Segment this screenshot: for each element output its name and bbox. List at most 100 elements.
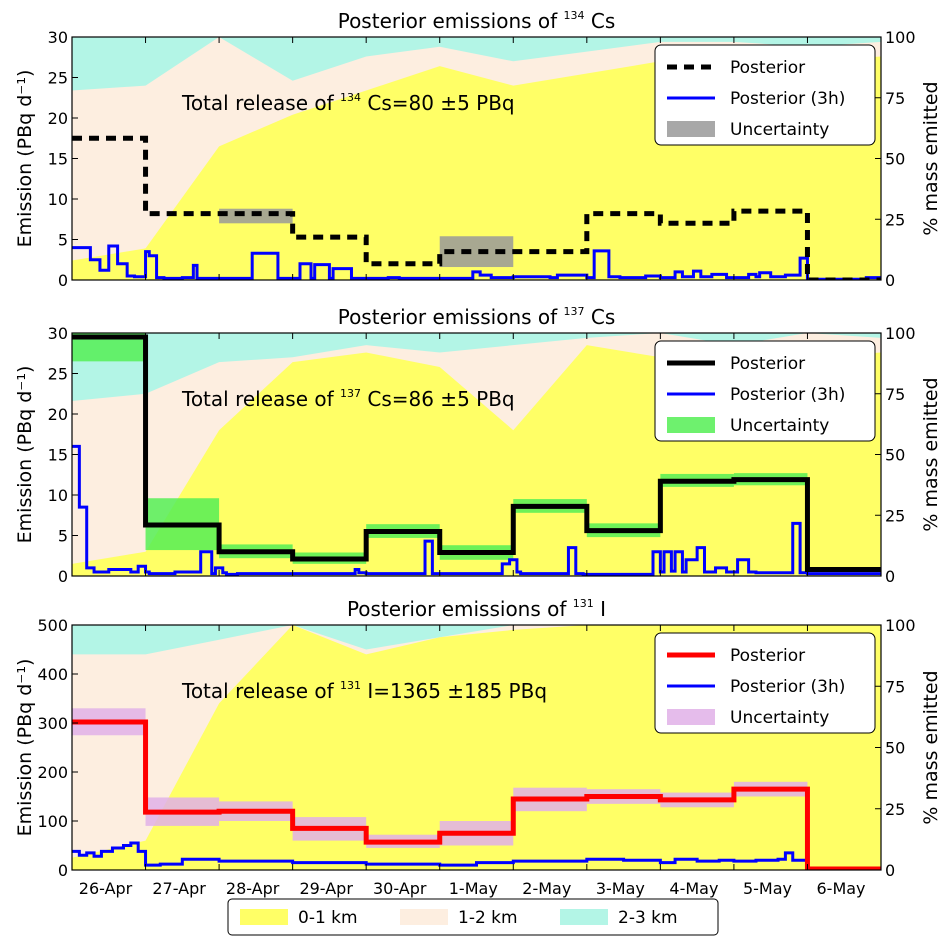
y-tick-label: 15 [48, 150, 68, 169]
legend-label: Uncertainty [730, 416, 829, 436]
y-tick-label: 200 [37, 763, 68, 782]
altitude-legend-swatch [400, 909, 448, 925]
x-tick-label: 1-May [449, 879, 498, 898]
y-tick-label: 25 [48, 365, 68, 384]
panel-title: Posterior emissions of 134 Cs [338, 9, 616, 33]
y-right-tick-label: 0 [885, 271, 895, 290]
panel-title-suffix: I [594, 597, 606, 621]
posterior-3h-line [72, 841, 881, 870]
panel-title-prefix: Posterior emissions of [338, 305, 564, 329]
legend: Posterior Posterior (3h) Uncertainty [654, 44, 876, 146]
panel-title-prefix: Posterior emissions of [338, 9, 564, 33]
y-right-tick-label: 75 [885, 89, 905, 108]
panel-title-suffix: Cs [585, 305, 616, 329]
y-tick-label: 400 [37, 665, 68, 684]
x-tick-label: 2-May [522, 879, 571, 898]
altitude-legend-label: 0-1 km [298, 908, 358, 928]
y-tick-label: 30 [48, 28, 68, 47]
panel-title-superscript: 134 [564, 9, 585, 22]
y-axis-label: Emission (PBq d⁻¹) [14, 366, 36, 544]
altitude-legend-box [227, 898, 719, 936]
y-axis-label: Emission (PBq d⁻¹) [14, 659, 36, 837]
y-right-tick-label: 100 [885, 616, 916, 635]
posterior-3h-line [72, 444, 881, 576]
panel-title-superscript: 137 [564, 305, 585, 318]
panel-title-superscript: 131 [573, 597, 594, 610]
plot-area [72, 625, 881, 870]
legend-label: Uncertainty [730, 120, 829, 140]
panel-title: Posterior emissions of 131 I [347, 597, 606, 621]
y-axis-label: Emission (PBq d⁻¹) [14, 70, 36, 248]
y-tick-label: 10 [48, 190, 68, 209]
y-tick-label: 30 [48, 324, 68, 343]
altitude-legend-swatch [240, 909, 288, 925]
legend-label: Posterior (3h) [730, 677, 845, 697]
posterior-line [72, 719, 881, 870]
y-tick-label: 10 [48, 486, 68, 505]
total-release-annotation: Total release of 137 Cs=86 ±5 PBq [181, 387, 515, 411]
y-right-tick-label: 75 [885, 385, 905, 404]
y-tick-label: 5 [58, 231, 68, 250]
altitude-legend-label: 2-3 km [618, 908, 678, 928]
posterior-3h-line [72, 244, 881, 280]
altitude-legend-swatch [560, 909, 608, 925]
total-release-annotation-suffix: Cs=86 ±5 PBq [361, 387, 515, 411]
total-release-annotation-suffix: Cs=80 ±5 PBq [361, 91, 515, 115]
total-release-annotation-prefix: Total release of [181, 387, 340, 411]
legend-uncertainty-swatch [667, 417, 715, 433]
panel-title-prefix: Posterior emissions of [347, 597, 573, 621]
y-right-tick-label: 0 [885, 861, 895, 880]
chart-panel-1: 0 5 10 15 20 25 30 0 25 50 75 100 Posterior emission… [14, 9, 942, 290]
y-right-axis-label: % mass emitted [920, 670, 942, 824]
y-tick-label: 0 [58, 271, 68, 290]
total-release-annotation-prefix: Total release of [181, 679, 340, 703]
legend-label: Uncertainty [730, 708, 829, 728]
legend-box [654, 44, 876, 146]
y-tick-label: 100 [37, 812, 68, 831]
total-release-annotation-superscript: 131 [340, 679, 361, 692]
chart-panel-2: 0 5 10 15 20 25 30 0 25 50 75 100 Posterior emission… [14, 305, 942, 586]
y-right-tick-label: 50 [885, 150, 905, 169]
y-right-tick-label: 25 [885, 210, 905, 229]
y-tick-label: 15 [48, 446, 68, 465]
posterior-line [72, 334, 881, 573]
x-tick-label: 29-Apr [299, 879, 353, 898]
total-release-annotation: Total release of 131 I=1365 ±185 PBq [181, 679, 547, 703]
y-tick-label: 300 [37, 714, 68, 733]
total-release-annotation: Total release of 134 Cs=80 ±5 PBq [181, 91, 515, 115]
legend-label: Posterior [730, 58, 805, 78]
legend: Posterior Posterior (3h) Uncertainty [654, 340, 876, 442]
legend-label: Posterior (3h) [730, 89, 845, 109]
y-right-tick-label: 75 [885, 677, 905, 696]
y-tick-label: 0 [58, 567, 68, 586]
y-right-tick-label: 50 [885, 739, 905, 758]
total-release-annotation-prefix: Total release of [181, 91, 340, 115]
y-tick-label: 20 [48, 405, 68, 424]
y-right-tick-label: 25 [885, 506, 905, 525]
posterior-line [72, 135, 881, 280]
y-right-tick-label: 100 [885, 28, 916, 47]
panel-title-suffix: Cs [585, 9, 616, 33]
y-tick-label: 500 [37, 616, 68, 635]
legend: Posterior Posterior (3h) Uncertainty [654, 632, 876, 734]
y-tick-label: 5 [58, 527, 68, 546]
chart-panel-3: 0 100 200 300 400 500 0 25 50 75 100 26-Apr 27-Apr 28… [14, 597, 942, 898]
y-right-tick-label: 100 [885, 324, 916, 343]
legend-box [654, 632, 876, 734]
total-release-annotation-suffix: I=1365 ±185 PBq [361, 679, 547, 703]
y-tick-label: 0 [58, 861, 68, 880]
altitude-legend: 0-1 km 1-2 km 2-3 km [227, 898, 719, 936]
total-release-annotation-superscript: 134 [340, 91, 361, 104]
legend-label: Posterior [730, 646, 805, 666]
total-release-annotation-superscript: 137 [340, 387, 361, 400]
y-tick-label: 25 [48, 69, 68, 88]
legend-box [654, 340, 876, 442]
panel-title: Posterior emissions of 137 Cs [338, 305, 616, 329]
x-tick-label: 5-May [743, 879, 792, 898]
altitude-legend-label: 1-2 km [458, 908, 518, 928]
y-right-axis-label: % mass emitted [920, 81, 942, 235]
legend-uncertainty-swatch [667, 709, 715, 725]
y-tick-label: 20 [48, 109, 68, 128]
x-tick-label: 26-Apr [79, 879, 133, 898]
